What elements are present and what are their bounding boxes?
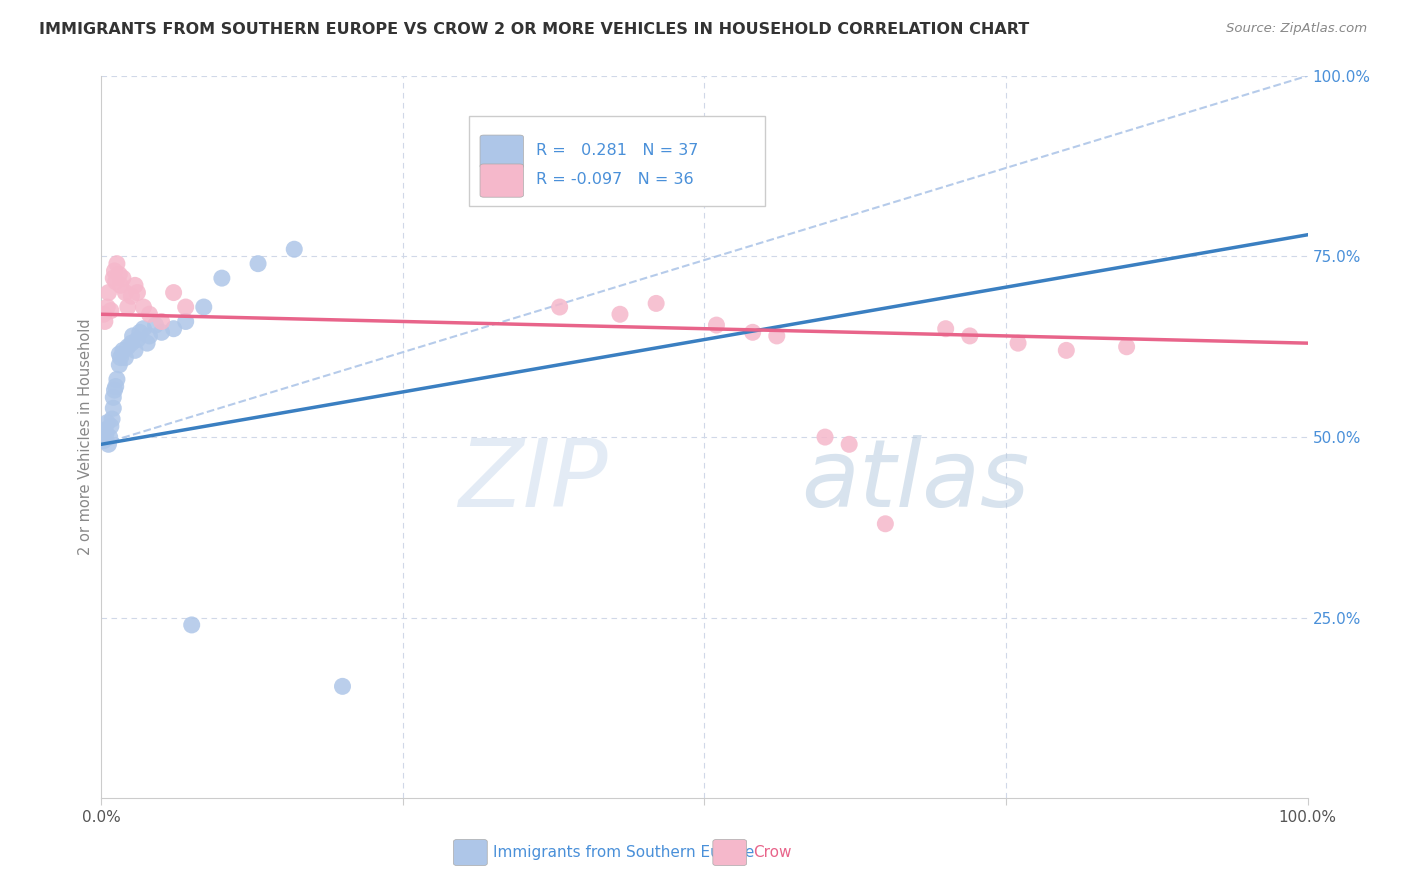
Point	[1115, 340, 1137, 354]
FancyBboxPatch shape	[479, 164, 523, 197]
Point	[875, 516, 897, 531]
Point	[283, 242, 305, 256]
Text: atlas: atlas	[801, 435, 1029, 526]
Point	[97, 285, 120, 300]
Point	[211, 271, 233, 285]
Point	[114, 285, 136, 300]
Text: Immigrants from Southern Europe: Immigrants from Southern Europe	[494, 845, 755, 860]
Point	[765, 329, 787, 343]
FancyBboxPatch shape	[479, 135, 523, 169]
Point	[101, 412, 124, 426]
Point	[111, 343, 134, 358]
Point	[162, 321, 184, 335]
Point	[247, 257, 270, 271]
FancyBboxPatch shape	[470, 116, 765, 206]
Point	[741, 326, 763, 340]
Point	[103, 264, 125, 278]
Point	[103, 271, 125, 285]
Point	[138, 307, 160, 321]
Point	[105, 257, 128, 271]
Text: ZIP: ZIP	[458, 435, 607, 526]
Point	[1007, 336, 1029, 351]
Point	[96, 416, 118, 430]
Text: Source: ZipAtlas.com: Source: ZipAtlas.com	[1226, 22, 1367, 36]
Point	[128, 326, 150, 340]
Point	[117, 340, 139, 354]
Point	[132, 300, 155, 314]
Point	[103, 390, 125, 404]
Point	[959, 329, 981, 343]
Point	[127, 333, 149, 347]
Point	[111, 271, 134, 285]
Point	[193, 300, 215, 314]
Point	[108, 358, 131, 372]
Point	[97, 437, 120, 451]
Point	[124, 278, 146, 293]
Point	[180, 618, 202, 632]
Point	[108, 268, 131, 282]
Point	[332, 679, 354, 693]
Point	[105, 372, 128, 386]
Point	[706, 318, 728, 332]
Y-axis label: 2 or more Vehicles in Household: 2 or more Vehicles in Household	[77, 318, 93, 556]
Point	[162, 285, 184, 300]
Point	[110, 278, 132, 293]
Point	[548, 300, 571, 314]
Point	[121, 329, 143, 343]
Point	[1054, 343, 1077, 358]
Point	[104, 275, 127, 289]
Point	[94, 426, 117, 441]
Point	[838, 437, 860, 451]
Point	[103, 383, 125, 397]
Point	[935, 321, 957, 335]
Point	[103, 401, 125, 416]
Point	[100, 303, 122, 318]
Point	[120, 336, 142, 351]
Point	[94, 423, 117, 437]
Point	[120, 289, 142, 303]
Point	[174, 300, 197, 314]
Text: Crow: Crow	[752, 845, 792, 860]
Point	[110, 351, 132, 365]
Text: R =   0.281   N = 37: R = 0.281 N = 37	[536, 143, 697, 158]
Point	[609, 307, 631, 321]
Point	[114, 351, 136, 365]
Point	[93, 434, 115, 448]
Point	[100, 419, 122, 434]
Point	[104, 379, 127, 393]
Point	[645, 296, 668, 310]
Point	[96, 300, 118, 314]
Point	[127, 285, 149, 300]
Point	[124, 343, 146, 358]
Text: R = -0.097   N = 36: R = -0.097 N = 36	[536, 171, 693, 186]
Point	[150, 326, 173, 340]
Point	[108, 347, 131, 361]
Point	[98, 430, 121, 444]
Point	[93, 307, 115, 321]
Point	[132, 321, 155, 335]
Point	[94, 314, 117, 328]
Point	[117, 300, 139, 314]
FancyBboxPatch shape	[454, 839, 488, 865]
FancyBboxPatch shape	[713, 839, 747, 865]
Point	[145, 318, 167, 332]
Point	[150, 314, 173, 328]
Point	[138, 329, 160, 343]
Point	[136, 336, 159, 351]
Text: IMMIGRANTS FROM SOUTHERN EUROPE VS CROW 2 OR MORE VEHICLES IN HOUSEHOLD CORRELAT: IMMIGRANTS FROM SOUTHERN EUROPE VS CROW …	[39, 22, 1029, 37]
Point	[174, 314, 197, 328]
Point	[814, 430, 837, 444]
